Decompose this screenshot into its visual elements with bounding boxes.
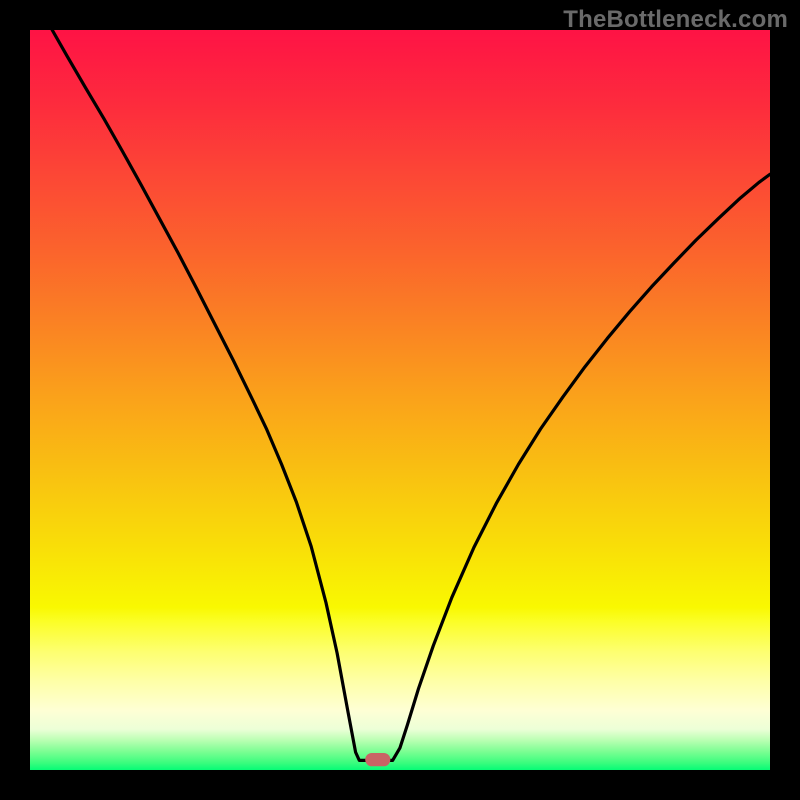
optimal-point-marker bbox=[365, 753, 390, 766]
plot-svg bbox=[30, 30, 770, 770]
plot-area bbox=[30, 30, 770, 770]
chart-frame: TheBottleneck.com bbox=[0, 0, 800, 800]
gradient-background bbox=[30, 30, 770, 770]
